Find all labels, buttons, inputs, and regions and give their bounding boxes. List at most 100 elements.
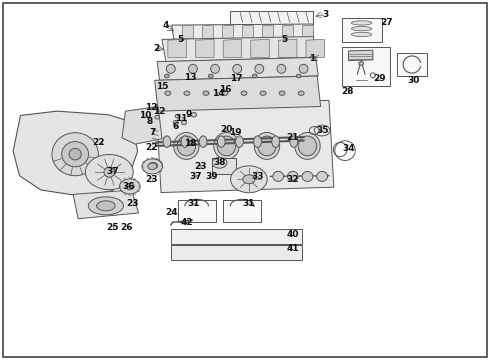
Ellipse shape (273, 171, 284, 181)
Polygon shape (73, 190, 139, 219)
Ellipse shape (155, 116, 160, 119)
Ellipse shape (97, 201, 115, 211)
Polygon shape (223, 40, 242, 57)
Ellipse shape (144, 159, 163, 172)
Text: 10: 10 (139, 111, 151, 120)
Polygon shape (13, 111, 138, 196)
Text: 37: 37 (106, 167, 119, 176)
Text: 11: 11 (175, 114, 188, 123)
Text: 23: 23 (194, 162, 206, 171)
Ellipse shape (149, 162, 158, 169)
Text: 32: 32 (287, 175, 299, 184)
Polygon shape (162, 37, 317, 62)
Text: 15: 15 (156, 82, 168, 91)
Bar (171, 229, 302, 244)
Ellipse shape (351, 32, 372, 37)
Bar (342, 18, 382, 42)
Text: 39: 39 (205, 172, 218, 181)
Polygon shape (122, 107, 162, 144)
Ellipse shape (203, 91, 209, 95)
Text: 31: 31 (243, 199, 255, 208)
Ellipse shape (288, 171, 298, 181)
Text: 3: 3 (322, 10, 329, 19)
Ellipse shape (175, 114, 180, 118)
Ellipse shape (208, 74, 213, 78)
Polygon shape (157, 57, 318, 80)
Ellipse shape (177, 136, 196, 156)
Text: 2: 2 (153, 44, 159, 53)
Ellipse shape (104, 167, 115, 177)
Text: 30: 30 (407, 76, 419, 85)
Ellipse shape (254, 132, 280, 159)
Bar (212, 158, 236, 174)
Ellipse shape (254, 136, 262, 147)
Ellipse shape (260, 91, 266, 95)
Ellipse shape (317, 171, 327, 181)
Ellipse shape (272, 136, 280, 147)
Ellipse shape (233, 64, 242, 73)
Ellipse shape (359, 62, 364, 65)
Text: 16: 16 (219, 85, 232, 94)
Text: 25: 25 (106, 223, 119, 232)
Ellipse shape (290, 136, 298, 147)
Polygon shape (306, 40, 324, 57)
Text: 36: 36 (122, 182, 135, 191)
Polygon shape (196, 40, 214, 57)
Ellipse shape (255, 64, 264, 73)
Text: 23: 23 (126, 199, 139, 208)
Polygon shape (156, 100, 334, 193)
Ellipse shape (295, 132, 320, 159)
Text: 20: 20 (220, 125, 233, 134)
Text: 41: 41 (287, 244, 299, 253)
Text: 12: 12 (145, 103, 157, 112)
Ellipse shape (351, 27, 372, 31)
Text: 40: 40 (287, 230, 299, 239)
Ellipse shape (211, 64, 220, 73)
Ellipse shape (85, 154, 133, 190)
Text: 22: 22 (145, 143, 157, 152)
Text: 27: 27 (380, 18, 393, 27)
Ellipse shape (62, 141, 89, 167)
Ellipse shape (142, 159, 163, 174)
Ellipse shape (212, 157, 227, 168)
Polygon shape (222, 25, 233, 39)
Ellipse shape (174, 132, 199, 159)
Text: 6: 6 (172, 122, 179, 131)
Text: 18: 18 (184, 139, 196, 148)
Text: 12: 12 (153, 107, 166, 116)
Text: 23: 23 (145, 175, 157, 184)
Ellipse shape (173, 121, 178, 125)
Ellipse shape (52, 133, 98, 176)
Text: 17: 17 (230, 75, 243, 84)
Ellipse shape (218, 136, 225, 147)
Text: 14: 14 (212, 89, 224, 98)
Text: 13: 13 (184, 73, 196, 82)
Ellipse shape (163, 136, 171, 147)
Polygon shape (230, 11, 313, 24)
Bar (397, 53, 427, 76)
Polygon shape (348, 50, 373, 60)
Text: 7: 7 (149, 128, 155, 137)
Polygon shape (303, 25, 313, 39)
Text: 38: 38 (213, 158, 226, 167)
Ellipse shape (258, 136, 276, 156)
Ellipse shape (181, 136, 189, 147)
Ellipse shape (236, 136, 244, 147)
Ellipse shape (231, 166, 267, 193)
Text: 37: 37 (189, 172, 201, 181)
Ellipse shape (184, 91, 190, 95)
Ellipse shape (252, 74, 257, 78)
Ellipse shape (277, 64, 286, 73)
Bar (178, 200, 216, 222)
Ellipse shape (182, 121, 186, 125)
Ellipse shape (148, 163, 157, 170)
Text: 26: 26 (121, 223, 133, 232)
Bar (223, 200, 261, 222)
Ellipse shape (69, 148, 81, 160)
Text: 5: 5 (177, 35, 184, 44)
Text: 4: 4 (163, 21, 169, 30)
Text: 22: 22 (92, 138, 105, 147)
Ellipse shape (120, 179, 140, 194)
Ellipse shape (217, 136, 236, 156)
Bar (342, 46, 391, 86)
